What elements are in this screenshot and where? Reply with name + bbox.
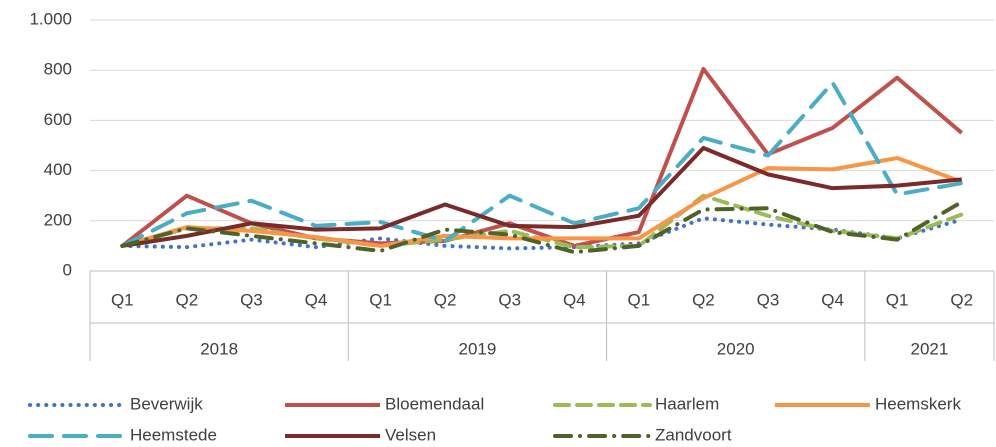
legend-label: Velsen — [385, 425, 436, 444]
legend-label: Haarlem — [655, 394, 719, 413]
group-label: 2019 — [459, 339, 497, 358]
x-tick-label: Q4 — [563, 290, 586, 309]
y-tick-label: 400 — [44, 160, 72, 179]
legend-label: Heemstede — [130, 425, 217, 444]
x-tick-label: Q4 — [821, 290, 844, 309]
legend-label: Heemskerk — [875, 394, 961, 413]
y-tick-label: 800 — [44, 60, 72, 79]
x-tick-label: Q3 — [498, 290, 521, 309]
group-label: 2018 — [200, 339, 238, 358]
series-line — [120, 199, 964, 255]
x-tick-label: Q1 — [369, 290, 392, 309]
x-tick-label: Q1 — [886, 290, 909, 309]
group-label: 2021 — [911, 339, 949, 358]
x-tick-label: Q2 — [950, 290, 973, 309]
legend-label: Bloemendaal — [385, 394, 484, 413]
x-tick-label: Q3 — [240, 290, 263, 309]
legend-label: Beverwijk — [130, 394, 203, 413]
x-tick-label: Q4 — [305, 290, 328, 309]
x-tick-label: Q2 — [176, 290, 199, 309]
x-tick-label: Q3 — [757, 290, 780, 309]
y-tick-label: 600 — [44, 110, 72, 129]
series-line — [121, 156, 963, 248]
x-tick-label: Q1 — [628, 290, 651, 309]
series-line — [120, 80, 964, 248]
group-label: 2020 — [717, 339, 755, 358]
x-tick-label: Q2 — [692, 290, 715, 309]
y-tick-label: 200 — [44, 210, 72, 229]
legend-label: Zandvoort — [655, 425, 732, 444]
series-line — [121, 66, 964, 248]
series-line — [121, 146, 962, 248]
y-tick-label: 1.000 — [29, 9, 72, 28]
x-tick-label: Q2 — [434, 290, 457, 309]
y-tick-label: 0 — [63, 260, 72, 279]
x-tick-label: Q1 — [111, 290, 134, 309]
